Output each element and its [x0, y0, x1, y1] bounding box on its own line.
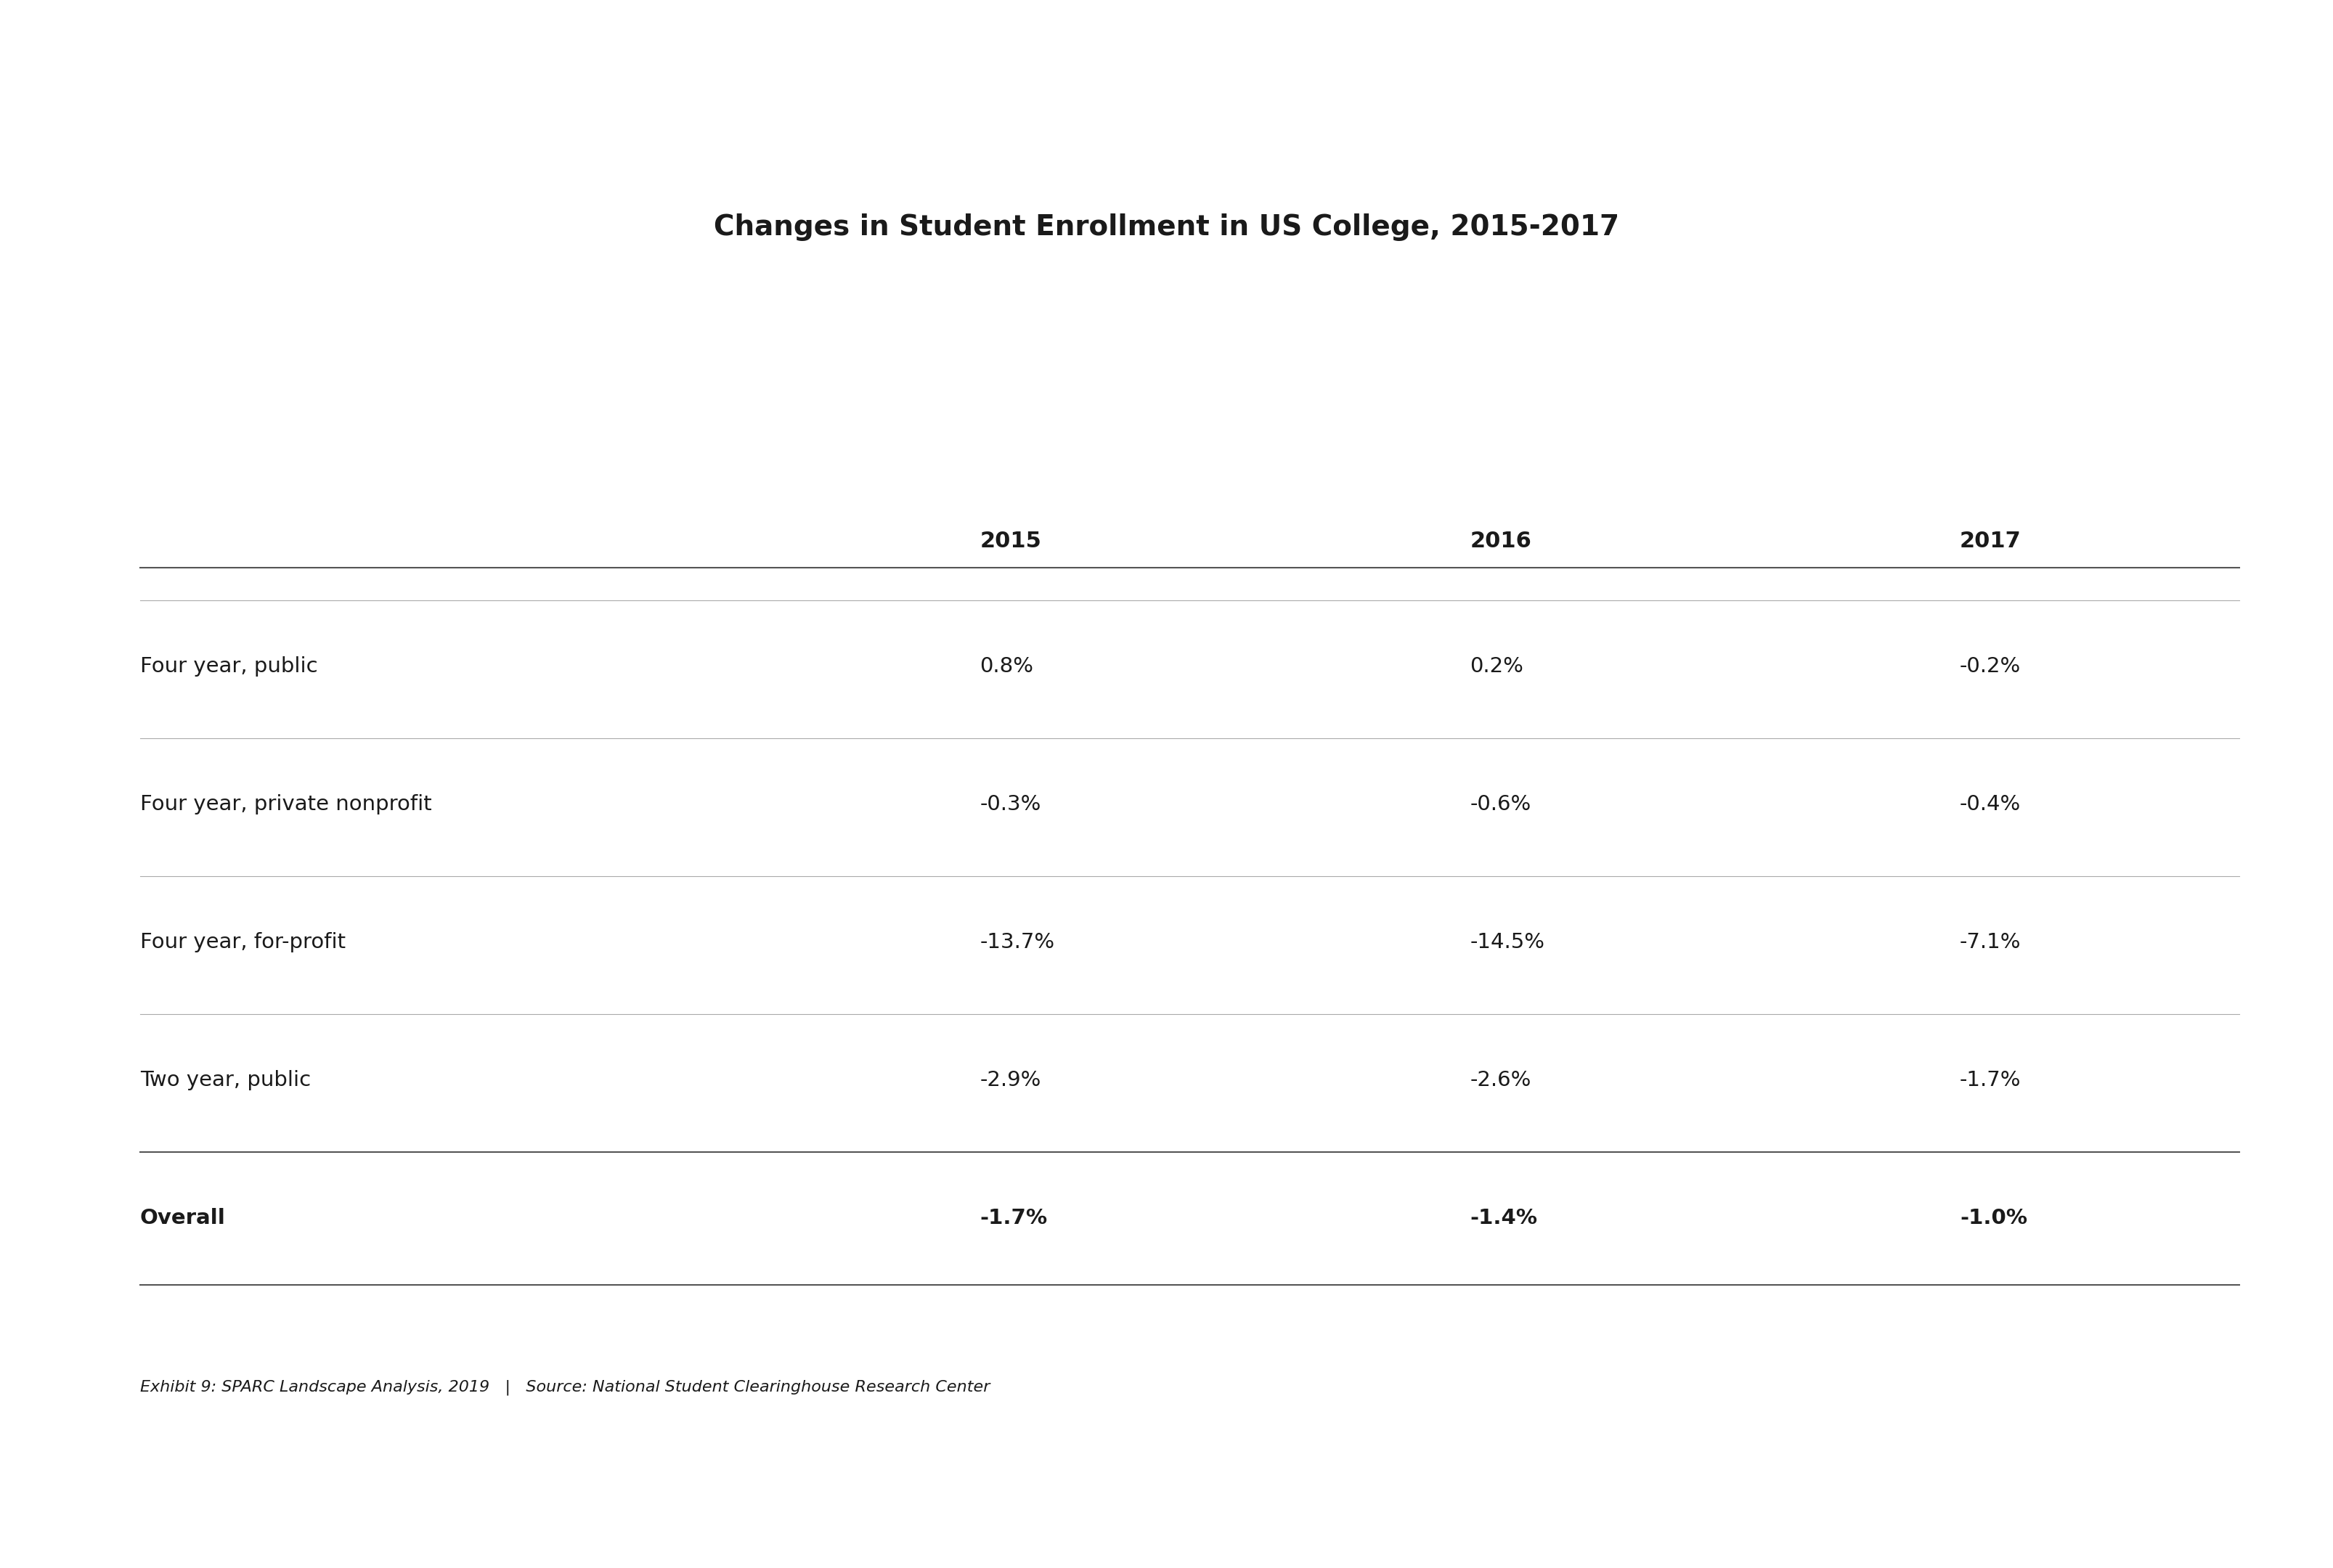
Text: -0.6%: -0.6%: [1470, 795, 1530, 814]
Text: -0.3%: -0.3%: [980, 795, 1041, 814]
Text: 0.2%: 0.2%: [1470, 657, 1523, 676]
Text: Four year, for-profit: Four year, for-profit: [140, 933, 345, 952]
Text: -1.0%: -1.0%: [1960, 1209, 2027, 1228]
Text: Four year, public: Four year, public: [140, 657, 317, 676]
Text: 2017: 2017: [1960, 530, 2020, 552]
Text: -1.4%: -1.4%: [1470, 1209, 1537, 1228]
Text: Changes in Student Enrollment in US College, 2015-2017: Changes in Student Enrollment in US Coll…: [714, 213, 1619, 241]
Text: -14.5%: -14.5%: [1470, 933, 1544, 952]
Text: Four year, private nonprofit: Four year, private nonprofit: [140, 795, 432, 814]
Text: -0.2%: -0.2%: [1960, 657, 2020, 676]
Text: -2.9%: -2.9%: [980, 1071, 1041, 1090]
Text: 2016: 2016: [1470, 530, 1530, 552]
Text: 2015: 2015: [980, 530, 1041, 552]
Text: Two year, public: Two year, public: [140, 1071, 310, 1090]
Text: Overall: Overall: [140, 1209, 226, 1228]
Text: -2.6%: -2.6%: [1470, 1071, 1530, 1090]
Text: 0.8%: 0.8%: [980, 657, 1034, 676]
Text: Exhibit 9: SPARC Landscape Analysis, 2019   |   Source: National Student Clearin: Exhibit 9: SPARC Landscape Analysis, 201…: [140, 1380, 989, 1396]
Text: -7.1%: -7.1%: [1960, 933, 2020, 952]
Text: -1.7%: -1.7%: [980, 1209, 1048, 1228]
Text: -1.7%: -1.7%: [1960, 1071, 2020, 1090]
Text: -13.7%: -13.7%: [980, 933, 1055, 952]
Text: -0.4%: -0.4%: [1960, 795, 2020, 814]
